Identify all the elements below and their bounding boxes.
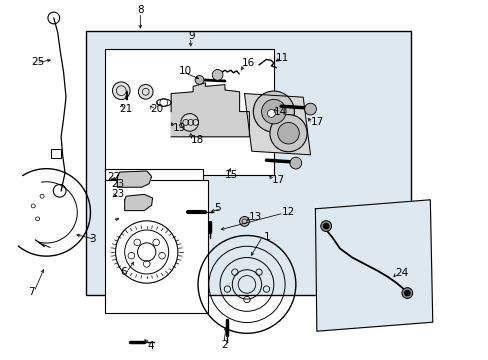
Circle shape [320, 221, 331, 231]
Circle shape [195, 76, 203, 84]
Polygon shape [171, 83, 249, 137]
Text: 20: 20 [150, 104, 163, 114]
Circle shape [289, 157, 301, 169]
Polygon shape [244, 94, 310, 155]
Text: 13: 13 [248, 212, 261, 222]
Circle shape [323, 223, 328, 229]
Polygon shape [315, 200, 432, 331]
Circle shape [239, 216, 249, 226]
Text: 5: 5 [214, 203, 221, 213]
Text: 12: 12 [281, 207, 294, 217]
Text: 16: 16 [242, 58, 255, 68]
Text: 7: 7 [28, 287, 35, 297]
Text: 21: 21 [119, 104, 132, 114]
Circle shape [269, 114, 306, 152]
Circle shape [401, 288, 412, 298]
Circle shape [261, 99, 285, 124]
Circle shape [212, 69, 223, 80]
Text: 23: 23 [111, 179, 124, 189]
Text: 4: 4 [147, 341, 154, 351]
Bar [105, 49, 273, 175]
Text: 22: 22 [107, 172, 121, 183]
Polygon shape [117, 171, 151, 187]
Text: 19: 19 [172, 123, 185, 133]
Text: 14: 14 [273, 107, 286, 117]
Text: 1: 1 [264, 231, 270, 242]
Text: 2: 2 [221, 339, 227, 350]
Circle shape [267, 109, 275, 117]
Circle shape [277, 122, 299, 144]
Text: 6: 6 [120, 267, 126, 277]
Bar [85, 31, 410, 295]
Text: 10: 10 [178, 66, 191, 76]
Text: 9: 9 [188, 31, 195, 41]
Text: 15: 15 [224, 170, 238, 180]
Bar [105, 180, 207, 313]
Bar [51, 149, 61, 158]
Text: 8: 8 [137, 5, 143, 15]
Polygon shape [124, 194, 152, 211]
Text: 17: 17 [271, 175, 284, 185]
Text: 23: 23 [111, 189, 124, 199]
Text: 11: 11 [276, 53, 289, 63]
Circle shape [253, 91, 294, 132]
Text: 3: 3 [89, 234, 96, 244]
Text: 17: 17 [310, 117, 323, 127]
Circle shape [138, 85, 153, 99]
Bar [105, 169, 203, 257]
Text: 24: 24 [394, 268, 407, 278]
Circle shape [181, 114, 198, 131]
Circle shape [304, 103, 316, 115]
Circle shape [404, 290, 409, 296]
Text: 25: 25 [31, 57, 44, 67]
Text: 18: 18 [190, 135, 203, 145]
Circle shape [112, 82, 130, 99]
